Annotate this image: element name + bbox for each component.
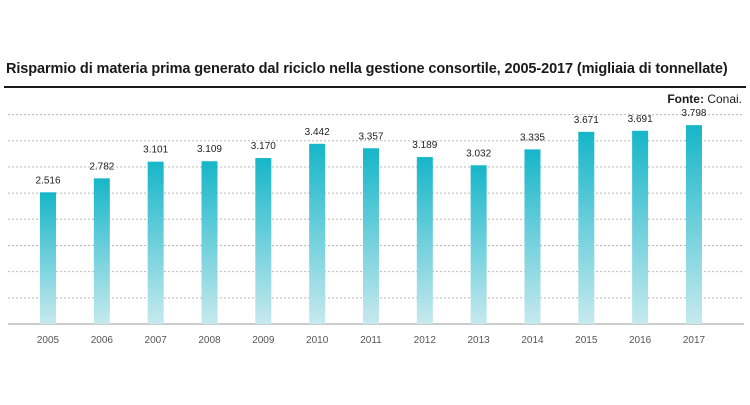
bar-2006 bbox=[93, 178, 110, 324]
value-label-2008: 3.109 bbox=[197, 144, 222, 155]
value-labels: 2.516 2.782 3.101 3.109 3.170 3.442 3.357 3.189… bbox=[35, 108, 706, 186]
value-label-2016: 3.691 bbox=[628, 114, 653, 125]
x-tick-2006: 2006 bbox=[91, 335, 114, 346]
x-tick-2009: 2009 bbox=[252, 335, 275, 346]
title-divider bbox=[4, 86, 746, 88]
x-tick-2011: 2011 bbox=[360, 335, 382, 346]
bars bbox=[40, 125, 702, 324]
bar-2015 bbox=[578, 131, 595, 324]
x-tick-2015: 2015 bbox=[575, 335, 598, 346]
value-label-2013: 3.032 bbox=[466, 148, 491, 159]
x-tick-2013: 2013 bbox=[468, 335, 491, 346]
bar-2017 bbox=[685, 125, 702, 324]
value-label-2017: 3.798 bbox=[681, 108, 706, 119]
source-label: Fonte: bbox=[667, 92, 704, 106]
value-label-2009: 3.170 bbox=[251, 141, 276, 152]
value-label-2007: 3.101 bbox=[143, 145, 168, 156]
x-tick-2016: 2016 bbox=[629, 335, 652, 346]
x-tick-2012: 2012 bbox=[414, 335, 437, 346]
x-tick-2014: 2014 bbox=[521, 335, 544, 346]
bar-2011 bbox=[362, 148, 379, 324]
bar-2007 bbox=[147, 161, 164, 324]
x-tick-2017: 2017 bbox=[683, 335, 706, 346]
bar-2009 bbox=[255, 158, 272, 324]
source-value: Conai. bbox=[707, 92, 742, 106]
source-note: Fonte: Conai. bbox=[667, 92, 742, 106]
bar-2010 bbox=[309, 143, 326, 324]
value-label-2011: 3.357 bbox=[358, 131, 383, 142]
bar-2012 bbox=[416, 157, 433, 324]
value-label-2006: 2.782 bbox=[89, 161, 114, 172]
value-label-2015: 3.671 bbox=[574, 115, 599, 126]
chart-title: Risparmio di materia prima generato dal … bbox=[6, 61, 728, 77]
value-label-2005: 2.516 bbox=[35, 175, 60, 186]
bar-2013 bbox=[470, 165, 487, 324]
x-tick-labels: 2005 2006 2007 2008 2009 2010 2011 2012 2013 2014… bbox=[37, 335, 706, 346]
value-label-2014: 3.335 bbox=[520, 132, 545, 143]
x-tick-2010: 2010 bbox=[306, 335, 329, 346]
bar-2016 bbox=[632, 130, 649, 324]
bar-2008 bbox=[201, 161, 218, 324]
bar-2005 bbox=[40, 192, 56, 324]
value-label-2010: 3.442 bbox=[305, 127, 330, 138]
value-label-2012: 3.189 bbox=[412, 140, 437, 151]
x-tick-2005: 2005 bbox=[37, 335, 60, 346]
x-tick-2007: 2007 bbox=[145, 335, 168, 346]
bar-2014 bbox=[524, 149, 541, 324]
x-tick-2008: 2008 bbox=[198, 335, 221, 346]
